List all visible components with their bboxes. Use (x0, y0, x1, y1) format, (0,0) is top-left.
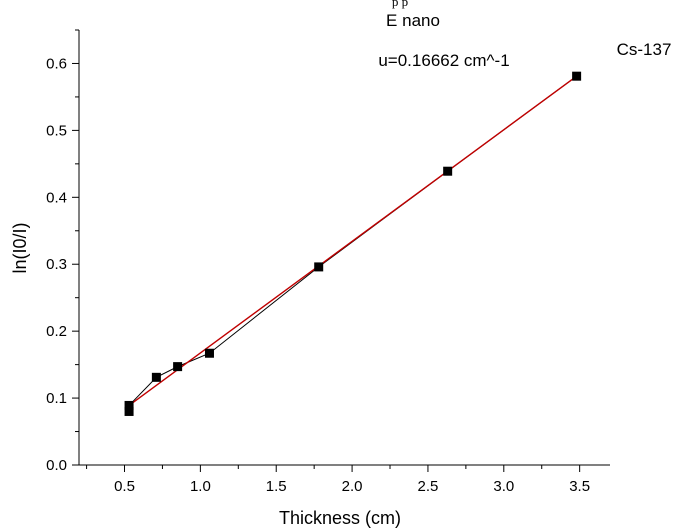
data-point (124, 400, 134, 410)
fit-annotation: u=0.16662 cm^-1 (378, 51, 509, 70)
y-tick-label: 0.5 (46, 122, 67, 139)
x-tick-label: 0.5 (114, 478, 135, 495)
y-tick-label: 0.3 (46, 256, 67, 273)
y-tick-label: 0.6 (46, 55, 67, 72)
plot-frame (78, 30, 610, 466)
chart-title: E nano (386, 11, 440, 30)
data-point (151, 372, 161, 382)
x-tick-label: 1.5 (266, 478, 287, 495)
y-axis-label: ln(I0/I) (10, 222, 30, 273)
data-point (314, 262, 324, 272)
data-point (204, 348, 214, 358)
x-tick-label: 3.5 (569, 478, 590, 495)
data-point (443, 166, 453, 176)
y-ticks: 0.0 0.1 0.2 0.3 0.4 0.5 0.6 (46, 29, 79, 474)
y-tick-label: 0.4 (46, 189, 67, 206)
source-annotation: Cs-137 (617, 40, 672, 59)
x-ticks: 0.5 1.0 1.5 2.0 2.5 3.0 3.5 (86, 465, 590, 495)
data-point (572, 71, 582, 81)
x-tick-label: 2.5 (418, 478, 439, 495)
x-tick-label: 2.0 (342, 478, 363, 495)
series-layer (124, 71, 582, 416)
y-tick-label: 0.0 (46, 457, 67, 474)
data-connecting-line (128, 75, 577, 412)
data-point (173, 362, 183, 372)
fit-line (128, 75, 578, 407)
y-tick-label: 0.2 (46, 323, 67, 340)
data-point (124, 406, 134, 416)
x-axis-label: Thickness (cm) (279, 508, 401, 528)
x-tick-label: 1.0 (190, 478, 211, 495)
y-tick-label: 0.1 (46, 390, 67, 407)
top-fragment-text: p p (392, 0, 408, 9)
x-tick-label: 3.0 (493, 478, 514, 495)
